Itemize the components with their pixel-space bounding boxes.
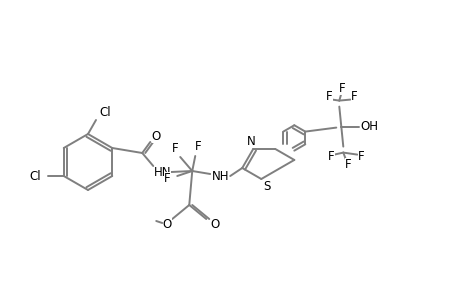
Text: O: O [162, 218, 172, 230]
Text: Cl: Cl [99, 106, 111, 119]
Text: O: O [210, 218, 219, 230]
Text: F: F [163, 172, 170, 184]
Text: F: F [344, 158, 351, 171]
Text: F: F [195, 140, 201, 152]
Text: HN: HN [153, 167, 171, 179]
Text: Cl: Cl [29, 169, 40, 182]
Text: F: F [327, 150, 334, 163]
Text: F: F [172, 142, 178, 154]
Text: S: S [263, 179, 270, 193]
Text: NH: NH [211, 169, 229, 182]
Text: O: O [151, 130, 161, 142]
Text: F: F [325, 90, 332, 103]
Text: F: F [338, 82, 345, 95]
Text: OH: OH [359, 120, 377, 133]
Text: F: F [350, 90, 357, 103]
Text: F: F [357, 150, 364, 163]
Text: N: N [246, 135, 255, 148]
